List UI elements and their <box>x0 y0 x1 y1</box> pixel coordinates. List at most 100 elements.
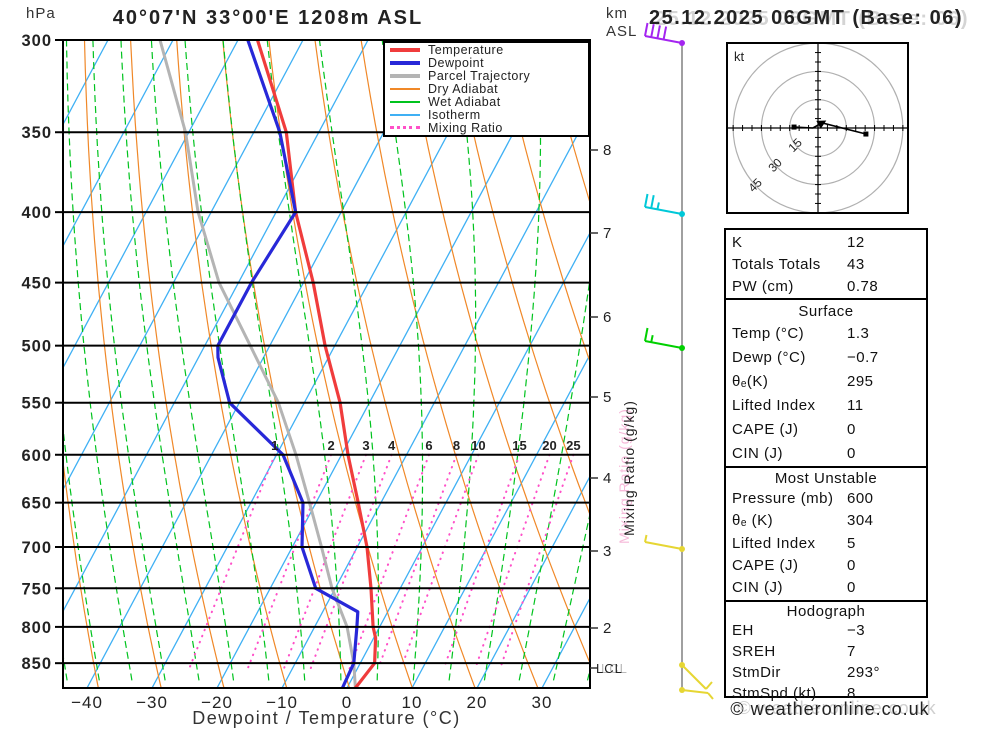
stats-row: CAPE (J) 0 <box>732 555 920 576</box>
page-title: 40°07'N 33°00'E 1208m ASL <box>112 7 424 29</box>
hodograph-unit-label: kt <box>734 49 745 64</box>
stats-row: CIN (J) 0 <box>732 577 920 598</box>
stats-section-header: Hodograph <box>786 603 866 620</box>
stats-row: Pressure (mb) 600 <box>732 488 920 509</box>
copyright: © weatheronline.co.uk <box>730 699 930 719</box>
stats-row: K 12 <box>732 232 920 253</box>
stats-value: −3 <box>847 622 866 639</box>
temp-tick-label: 30 <box>532 693 553 712</box>
plot-area <box>63 40 590 688</box>
stats-section-header: Most Unstable <box>774 469 878 487</box>
lcl-marker-label: LCL <box>596 661 623 676</box>
stats-row: θₑ (K) 304 <box>732 510 920 531</box>
mixing-ratio-value-label: 20 <box>542 438 556 453</box>
legend-swatch-dewpoint <box>390 61 420 66</box>
pressure-tick-label: 550 <box>21 395 52 413</box>
stats-row: Totals Totals 43 <box>732 254 920 275</box>
stats-label: StmSpd (kt) <box>732 685 817 702</box>
mixing-ratio-value-label: 1 <box>271 438 278 453</box>
altitude-axis-unit: km ASL <box>606 5 637 41</box>
altitude-axis-unit-km: km <box>606 5 628 22</box>
km-tick-label: 8 <box>603 142 611 159</box>
stats-row: CAPE (J) 0 <box>732 419 920 440</box>
km-tick-label: 7 <box>603 225 611 242</box>
stats-row: Temp (°C) 1.3 <box>732 323 920 344</box>
stats-label: K <box>732 233 743 251</box>
date-title: 25.12.2025 06GMT (Base: 06) <box>649 7 963 29</box>
stats-label: EH <box>732 622 754 639</box>
stats-row: SREH 7 <box>732 641 920 662</box>
legend-item: Mixing Ratio <box>390 120 588 135</box>
stats-label: Dewp (°C) <box>732 348 806 366</box>
stats-section: K 12 Totals Totals 43 PW (cm) 0.78 <box>726 230 926 298</box>
wet-adiabat-lines <box>63 40 590 681</box>
legend-item: Dry Adiabat <box>390 82 588 96</box>
stats-label: Temp (°C) <box>732 324 805 342</box>
legend-swatch-isotherm <box>390 113 420 116</box>
stats-value: 1.3 <box>847 324 870 342</box>
temp-tick-label: −30 <box>136 693 168 712</box>
stats-value: 5 <box>847 534 856 552</box>
stats-label: CAPE (J) <box>732 556 799 574</box>
altitude-axis-unit-asl: ASL <box>606 23 638 40</box>
legend-label: Mixing Ratio <box>428 120 503 135</box>
km-tick-label: 6 <box>603 309 611 326</box>
km-asl-ticks: 8 7 6 5 4 3 2 <box>590 142 611 669</box>
wind-barb-850 <box>679 662 713 690</box>
legend-item: Parcel Trajectory <box>390 69 588 84</box>
wind-barb-500 <box>644 327 685 351</box>
legend-swatch-wet-adiabat <box>390 101 420 103</box>
km-tick-label: 4 <box>603 470 611 487</box>
pressure-tick-label: 600 <box>21 447 52 465</box>
pressure-tick-label: 450 <box>21 275 52 293</box>
stats-value: 7 <box>847 643 856 660</box>
stats-label: Pressure (mb) <box>732 489 834 507</box>
km-tick-label: 5 <box>603 389 611 406</box>
stats-label: Lifted Index <box>732 534 816 552</box>
stats-value: 0.78 <box>847 277 879 295</box>
legend-swatch-mixing-ratio <box>390 126 420 130</box>
stats-row: Lifted Index 5 <box>732 533 920 554</box>
temp-tick-label: 20 <box>467 693 488 712</box>
legend-label: Wet Adiabat <box>428 95 501 110</box>
legend-swatch-parcel-trajectory <box>390 74 420 79</box>
stats-row: StmDir 293° <box>732 662 920 683</box>
stats-section-surface: Surface Temp (°C) 1.3 Dewp (°C) −0.7 θₑ(K) 295… <box>726 298 926 466</box>
mixing-ratio-value-label: 25 <box>566 438 580 453</box>
wind-barbs <box>644 22 714 700</box>
mixing-ratio-value-label: 6 <box>425 438 432 453</box>
stats-row: Lifted Index 11 <box>732 395 920 416</box>
stats-value: −0.7 <box>847 348 879 366</box>
legend-swatch-dry-adiabat <box>390 88 420 91</box>
pressure-axis-unit: hPa <box>26 5 56 22</box>
hodograph-arrowhead <box>816 120 827 129</box>
legend-item: Dewpoint <box>390 56 588 70</box>
pressure-tick-label: 750 <box>21 580 52 598</box>
stats-label: θₑ (K) <box>732 512 774 530</box>
stats-label: CAPE (J) <box>732 420 799 438</box>
stats-row: Dewp (°C) −0.7 <box>732 347 920 368</box>
legend-item: Temperature <box>390 43 588 57</box>
stats-label: PW (cm) <box>732 277 794 295</box>
curve-temperature <box>255 40 378 688</box>
pressure-tick-label: 300 <box>21 32 52 50</box>
legend-item: Isotherm <box>390 108 588 122</box>
mixing-ratio-value-label: 4 <box>388 438 396 453</box>
mixing-ratio-value-label: 3 <box>362 438 369 453</box>
stats-value: 11 <box>847 396 864 414</box>
stats-label: θₑ(K) <box>732 372 769 390</box>
legend-swatch-temperature <box>390 48 420 53</box>
x-axis-title: Dewpoint / Temperature (°C) <box>192 708 461 728</box>
stats-value: 304 <box>847 512 874 530</box>
legend-label: Parcel Trajectory <box>428 69 531 84</box>
km-tick-label: 3 <box>603 543 611 560</box>
dry-adiabat-lines <box>63 40 590 688</box>
legend: Temperature Dewpoint Parcel Trajectory Dry … <box>383 41 590 137</box>
mixing-ratio-value-labels: 1 2 3 4 6 8 10 15 20 25 <box>271 438 580 453</box>
stats-value: 293° <box>847 664 881 681</box>
stats-section-hodograph: Hodograph EH −3 SREH 7 StmDir 293° StmSpd (kt) 8 <box>726 600 926 702</box>
mixing-ratio-axis-title: Mixing Ratio (g/kg) <box>621 400 637 536</box>
km-tick-label: 2 <box>603 620 611 637</box>
mixing-ratio-value-label: 2 <box>327 438 334 453</box>
